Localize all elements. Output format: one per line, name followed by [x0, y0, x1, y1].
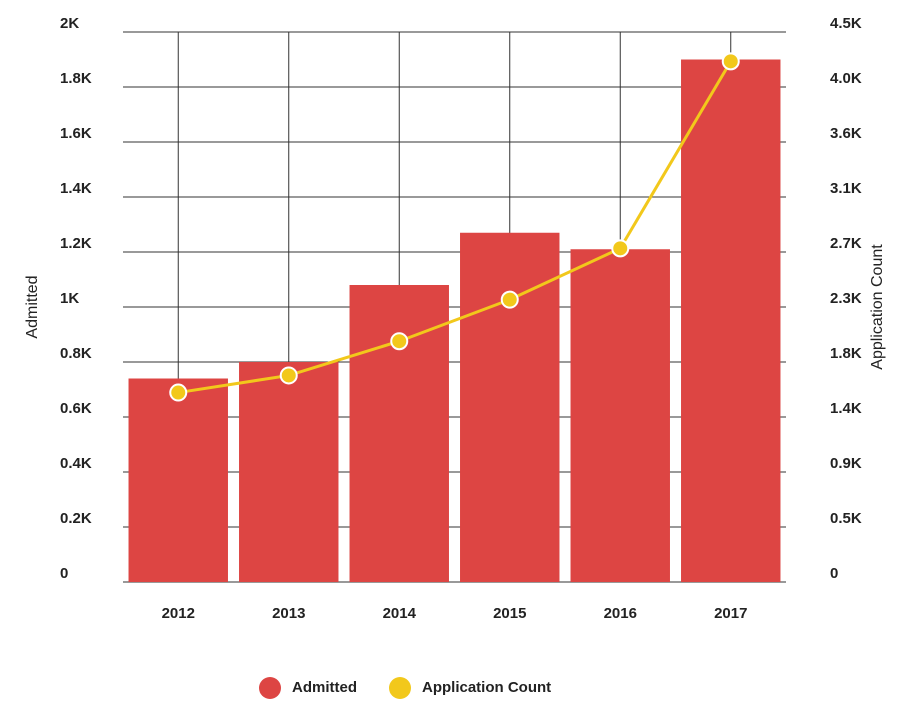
line-point	[721, 52, 740, 71]
bar	[570, 249, 670, 582]
y2-tick-label: 0.9K	[830, 455, 862, 472]
line-point	[169, 383, 188, 402]
y2-tick-label: 3.6K	[830, 125, 862, 142]
y2-tick-label: 0	[830, 565, 838, 582]
bar	[681, 59, 781, 582]
legend-label: Admitted	[292, 679, 357, 696]
legend-label: Application Count	[422, 679, 551, 696]
line-point	[279, 366, 298, 385]
line-point	[611, 239, 630, 258]
y2-tick-label: 2.3K	[830, 290, 862, 307]
line-point	[390, 332, 409, 351]
y2-axis-title: Application Count	[869, 244, 886, 370]
x-tick-label: 2016	[604, 605, 637, 622]
y2-tick-label: 2.7K	[830, 235, 862, 252]
y2-tick-label: 4.0K	[830, 70, 862, 87]
y2-tick-label: 1.8K	[830, 345, 862, 362]
y-tick-label: 1.4K	[60, 180, 92, 197]
y-tick-label: 1.8K	[60, 70, 92, 87]
y-tick-label: 2K	[60, 15, 79, 32]
line-point	[500, 290, 519, 309]
y-tick-label: 1K	[60, 290, 79, 307]
legend-swatch	[259, 677, 281, 699]
y-tick-label: 0.4K	[60, 455, 92, 472]
y-tick-label: 0.2K	[60, 510, 92, 527]
y-tick-label: 1.2K	[60, 235, 92, 252]
legend-swatch	[389, 677, 411, 699]
bar	[239, 362, 339, 582]
x-tick-label: 2015	[493, 605, 526, 622]
x-tick-label: 2014	[383, 605, 417, 622]
bar	[128, 378, 228, 582]
y-axis-title: Admitted	[24, 275, 41, 338]
y2-tick-label: 0.5K	[830, 510, 862, 527]
y2-tick-label: 3.1K	[830, 180, 862, 197]
line	[178, 60, 733, 395]
x-tick-label: 2012	[162, 605, 195, 622]
y2-tick-label: 1.4K	[830, 400, 862, 417]
y2-tick-label: 4.5K	[830, 15, 862, 32]
y-tick-label: 1.6K	[60, 125, 92, 142]
y-tick-label: 0	[60, 565, 68, 582]
x-tick-label: 2017	[714, 605, 747, 622]
x-tick-label: 2013	[272, 605, 305, 622]
y-tick-label: 0.8K	[60, 345, 92, 362]
y-tick-label: 0.6K	[60, 400, 92, 417]
